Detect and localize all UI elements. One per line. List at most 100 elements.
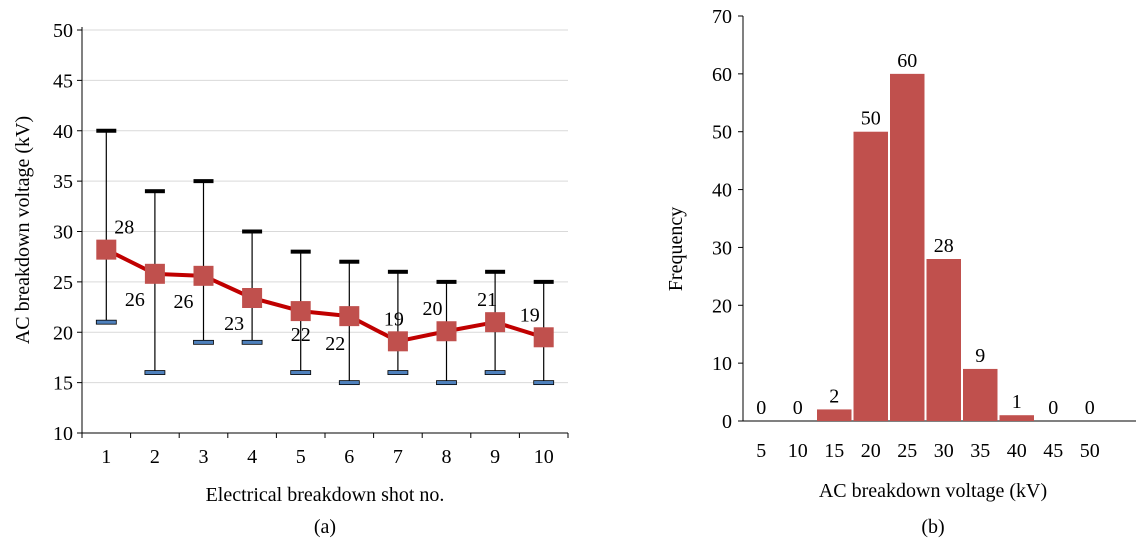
data-label: 60 [897,50,917,72]
error-bar-min-cap [193,339,214,345]
chart-a-x-axis-title: Electrical breakdown shot no. [206,484,445,506]
chart-a-x-tick-label: 8 [442,446,452,468]
chart-a-x-tick-label: 4 [247,446,257,468]
error-bar-max-cap [96,128,117,133]
chart-a-y-tick-label: 35 [53,171,73,193]
histogram-bar [963,368,998,421]
error-bar-min-cap [95,319,117,325]
chart-b-y-tick-label: 60 [712,64,732,86]
chart-b-y-tick-labels: 0 10 20 30 40 50 60 70 [712,6,743,433]
data-label: 26 [125,289,145,311]
chart-a-x-tick-label: 5 [296,446,306,468]
data-point-marker [339,306,360,327]
error-bar-min-cap [338,380,360,386]
chart-b-y-tick-label: 70 [712,6,732,28]
chart-a-y-tick-label: 20 [53,322,73,344]
data-point-marker [436,321,457,342]
error-bar-max-cap [242,229,263,234]
data-label: 22 [291,324,311,346]
chart-b-x-tick-label: 15 [824,440,844,462]
data-point-marker [387,331,408,352]
chart-b-x-tick-label: 40 [1007,440,1027,462]
histogram-bar [999,415,1034,421]
chart-b-caption: (b) [921,516,944,538]
chart-a-x-tick-labels: 1 2 3 4 5 6 7 8 9 10 [81,433,569,468]
data-label: 0 [793,397,803,419]
chart-a-y-tick-label: 25 [53,272,73,294]
data-point-marker [533,327,554,348]
data-label: 22 [325,333,345,355]
data-label: 9 [975,345,985,367]
chart-a-markers [96,239,554,352]
chart-a-x-tick-label: 3 [199,446,209,468]
chart-b-y-tick-label: 50 [712,122,732,144]
chart-b-x-tick-label: 20 [861,440,881,462]
chart-a-y-tick-labels: 10 15 20 25 30 35 40 45 50 [53,20,82,445]
chart-b-y-tick-label: 10 [712,353,732,375]
chart-b-y-tick-label: 40 [712,180,732,202]
data-point-marker [96,239,117,260]
chart-a-x-tick-label: 7 [393,446,403,468]
error-bar-min-cap [533,380,555,386]
chart-a-x-tick-label: 9 [490,446,500,468]
chart-b-data-labels: 0 0 2 50 60 28 9 1 0 0 [756,50,1095,419]
chart-b-y-tick-label: 30 [712,237,732,259]
chart-b-x-tick-labels: 5 10 15 20 25 30 35 40 45 50 [756,440,1100,462]
chart-a-x-tick-label: 10 [534,446,554,468]
chart-b-x-tick-label: 10 [788,440,808,462]
error-bar-min-cap [484,370,506,375]
chart-b-x-tick-label: 50 [1080,440,1100,462]
error-bar-min-cap [436,380,457,386]
data-label: 26 [174,291,194,313]
error-bar-max-cap [485,269,506,274]
chart-b-x-tick-label: 5 [756,440,766,462]
chart-b-y-axis-title: Frequency [665,207,687,291]
error-bar-min-cap [290,370,312,375]
error-bar-max-cap [193,179,214,184]
data-label: 0 [1085,397,1095,419]
data-label: 20 [423,298,443,320]
data-label: 23 [224,313,244,335]
chart-b-y-tick-label: 0 [722,411,732,433]
chart-b-y-tick-label: 20 [712,295,732,317]
series-line [105,247,545,344]
histogram-bar [926,259,961,421]
chart-a-y-tick-label: 45 [53,70,73,92]
chart-b-x-tick-label: 45 [1043,440,1063,462]
error-bar-max-cap [144,189,165,194]
chart-a-y-tick-label: 30 [53,222,73,244]
chart-a-x-tick-label: 2 [150,446,160,468]
data-point-marker [144,263,165,284]
data-label: 19 [384,308,404,330]
chart-a-x-tick-label: 1 [101,446,111,468]
chart-a-y-axis-title: AC breakdown voltage (kV) [12,116,34,344]
chart-a-caption: (a) [314,516,336,538]
chart-b-bars [817,73,1034,421]
histogram-bar [890,73,925,421]
chart-b-x-tick-label: 25 [897,440,917,462]
histogram-bar [853,131,888,421]
data-label: 0 [1048,397,1058,419]
data-point-marker [193,265,214,286]
data-label: 21 [477,289,497,311]
chart-a-y-tick-label: 50 [53,20,73,42]
data-label: 28 [934,235,954,257]
error-bar-max-cap [533,279,554,284]
data-label: 50 [861,108,881,130]
data-label: 1 [1012,391,1022,413]
error-bar-max-cap [387,269,408,274]
chart-a-data-labels: 28 26 26 23 22 22 19 20 21 19 [114,217,539,355]
data-label: 19 [520,304,540,326]
error-bar-min-cap [241,339,263,345]
data-point-marker [242,287,263,308]
chart-a-y-tick-label: 40 [53,121,73,143]
error-bar-max-cap [290,249,311,254]
chart-b-x-tick-label: 35 [970,440,990,462]
data-label: 2 [829,385,839,407]
error-bar-max-cap [339,259,360,264]
data-label: 28 [114,217,134,239]
error-bar-max-cap [436,279,457,284]
data-label: 0 [756,397,766,419]
